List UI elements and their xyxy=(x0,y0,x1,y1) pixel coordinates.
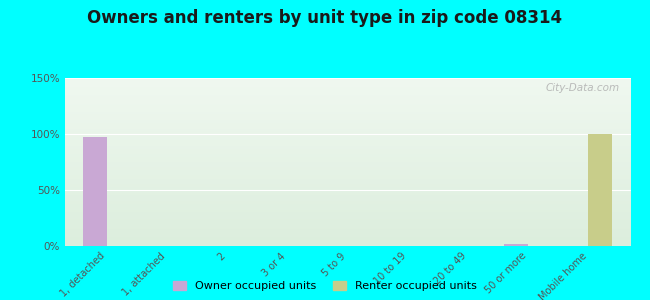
Text: City-Data.com: City-Data.com xyxy=(545,83,619,93)
Bar xyxy=(504,244,528,246)
Bar xyxy=(588,134,612,246)
Legend: Owner occupied units, Renter occupied units: Owner occupied units, Renter occupied un… xyxy=(173,281,477,291)
Bar xyxy=(83,137,107,246)
Text: Owners and renters by unit type in zip code 08314: Owners and renters by unit type in zip c… xyxy=(88,9,562,27)
